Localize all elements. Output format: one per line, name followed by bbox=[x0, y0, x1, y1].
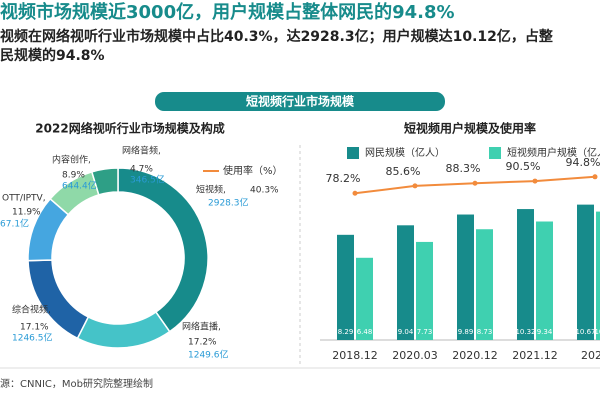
x-tick-label: 2021.12 bbox=[512, 349, 558, 362]
bar-label: 9.04 bbox=[398, 328, 414, 336]
line-label: 85.6% bbox=[386, 165, 421, 178]
bar bbox=[596, 211, 600, 340]
slice-name: 综合视频, bbox=[12, 304, 51, 316]
bar-label: 8.73 bbox=[477, 328, 493, 336]
slide-title: 视频市场规模近3000亿，用户规模占整体网民的94.8% bbox=[0, 1, 455, 23]
bar-label: 6.48 bbox=[357, 328, 373, 336]
bar bbox=[457, 214, 474, 340]
slice-pct: 40.3% bbox=[250, 186, 279, 196]
chart-title: 短视频用户规模及使用率 bbox=[404, 121, 536, 136]
legend-swatch bbox=[489, 147, 501, 159]
bar bbox=[397, 225, 414, 340]
line-label: 78.2% bbox=[326, 172, 361, 185]
subtitle: 视频在网络视听行业市场规模中占比40.3%，达2928.3亿；用户规模达10.1… bbox=[0, 28, 554, 45]
slice-name: 短视频, bbox=[196, 184, 226, 196]
slice-pct: 17.2% bbox=[188, 338, 217, 348]
bar bbox=[536, 221, 553, 340]
slice-name: 网络直播, bbox=[182, 321, 221, 333]
donut-slice bbox=[90, 167, 119, 196]
donut-slice bbox=[117, 167, 209, 333]
bar-label: 9.34 bbox=[537, 328, 553, 336]
slice-pct: 8.9% bbox=[62, 171, 85, 181]
bar bbox=[577, 204, 594, 340]
slice-amount: 67.1亿 bbox=[0, 218, 29, 230]
slice-name: 网络音频, bbox=[122, 145, 161, 157]
bar bbox=[416, 241, 433, 340]
bar-label: 10.12 bbox=[594, 328, 600, 336]
legend-label: 短视频用户规模（亿人 bbox=[507, 146, 600, 159]
bar-label: 8.29 bbox=[338, 328, 354, 336]
subtitle: 民规模的94.8% bbox=[0, 47, 105, 64]
slice-amount: 1246.5亿 bbox=[12, 332, 53, 344]
legend-label: 使用率（%） bbox=[223, 164, 283, 177]
banner bbox=[155, 92, 445, 111]
slice-amount: 644.4亿 bbox=[62, 180, 97, 192]
x-tick-label: 2020.12 bbox=[452, 349, 498, 362]
slice-amount: 346.5亿 bbox=[130, 174, 165, 186]
slice-amount: 2928.3亿 bbox=[208, 197, 249, 209]
line-point bbox=[532, 178, 538, 184]
x-tick-label: 2022 bbox=[581, 349, 600, 362]
line-point bbox=[472, 180, 478, 186]
line-label: 94.8% bbox=[566, 156, 600, 169]
line-label: 88.3% bbox=[446, 162, 481, 175]
line-label: 90.5% bbox=[506, 160, 541, 173]
legend-swatch bbox=[347, 147, 359, 159]
bar-label: 10.32 bbox=[515, 328, 535, 336]
bar bbox=[517, 209, 534, 340]
slice-name: 内容创作, bbox=[52, 154, 91, 166]
bar-label: 7.73 bbox=[417, 328, 433, 336]
slice-pct: 11.9% bbox=[12, 208, 41, 218]
bar bbox=[337, 234, 354, 340]
bar-label: 10.67 bbox=[575, 328, 595, 336]
legend-label: 网民规模（亿人） bbox=[365, 146, 445, 159]
banner-text: 短视频行业市场规模 bbox=[246, 94, 355, 109]
source: 源：CNNIC，Mob研究院整理绘制 bbox=[0, 377, 153, 390]
chart-title: 2022网络视听行业市场规模及构成 bbox=[35, 121, 224, 136]
line-point bbox=[352, 190, 358, 196]
bar bbox=[356, 257, 373, 340]
line-point bbox=[592, 174, 598, 180]
slice-pct: 17.1% bbox=[20, 323, 49, 333]
bar-label: 9.89 bbox=[458, 328, 474, 336]
slice-name: OTT/IPTV, bbox=[2, 194, 46, 204]
x-tick-label: 2018.12 bbox=[332, 349, 378, 362]
slice-amount: 1249.6亿 bbox=[188, 349, 229, 361]
x-tick-label: 2020.03 bbox=[392, 349, 438, 362]
donut-slice bbox=[76, 310, 171, 349]
line-point bbox=[412, 183, 418, 189]
bar bbox=[476, 229, 493, 340]
slice-pct: 4.7% bbox=[130, 165, 153, 175]
